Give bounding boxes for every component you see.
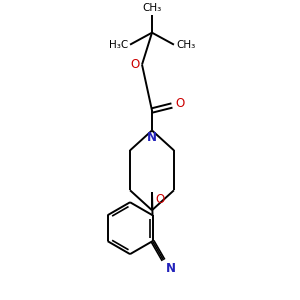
Text: N: N <box>147 131 157 144</box>
Text: H₃C: H₃C <box>109 40 128 50</box>
Text: CH₃: CH₃ <box>142 3 162 13</box>
Text: O: O <box>131 58 140 71</box>
Text: N: N <box>166 262 176 275</box>
Text: O: O <box>175 97 184 110</box>
Text: CH₃: CH₃ <box>176 40 195 50</box>
Text: O: O <box>155 193 164 206</box>
